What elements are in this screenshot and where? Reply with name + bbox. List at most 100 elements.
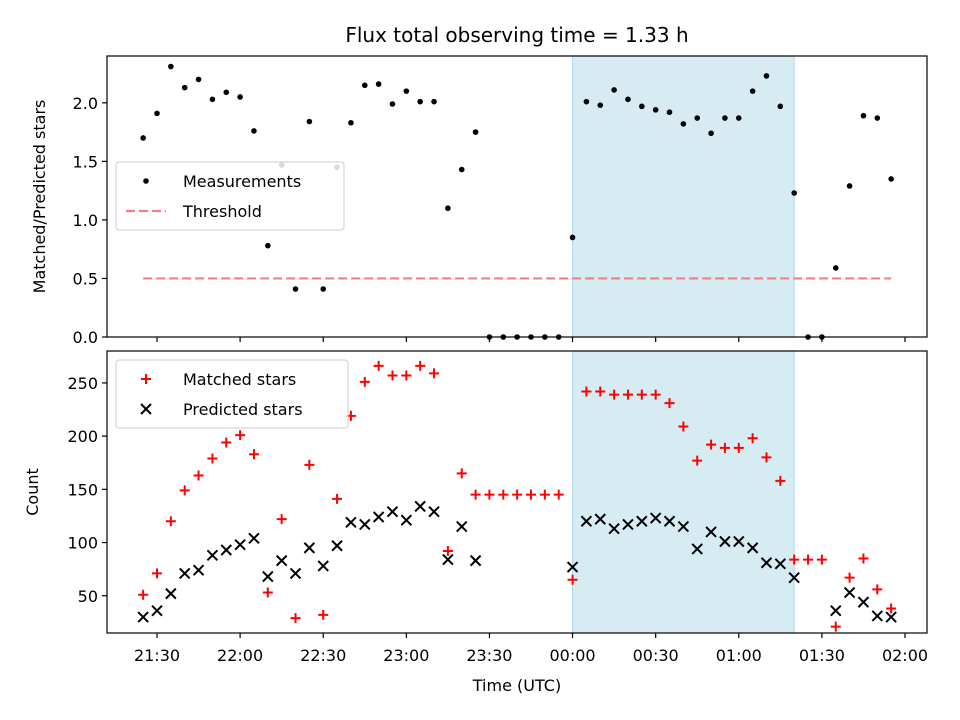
predicted-star-point xyxy=(137,611,149,623)
matched-star-point xyxy=(456,468,467,479)
matched-star-point xyxy=(844,572,855,583)
predicted-star-point xyxy=(746,542,759,554)
measurement-point xyxy=(639,103,645,110)
matched-star-point xyxy=(248,449,259,460)
matched-star-point xyxy=(539,489,550,500)
predicted-star-point xyxy=(165,587,177,600)
measurement-point xyxy=(431,98,437,105)
predicted-star-point xyxy=(262,570,274,583)
chart-title: Flux total observing time = 1.33 h xyxy=(345,23,688,47)
predicted-star-point xyxy=(151,604,163,617)
y-tick-label: 1.5 xyxy=(73,152,98,171)
matched-star-point xyxy=(719,442,730,453)
plot-frame xyxy=(106,350,928,634)
matched-star-point xyxy=(636,389,647,400)
matched-star-point xyxy=(595,386,606,397)
x-tick-label: 01:30 xyxy=(799,646,845,665)
predicted-star-point xyxy=(580,515,593,527)
count-panel: 50 100 150 200 250 Count Matched stars Predicte… xyxy=(23,350,928,665)
measurement-point xyxy=(348,119,354,126)
x-tick-label: 22:00 xyxy=(217,646,263,665)
measurement-point xyxy=(237,94,243,100)
predicted-star-point xyxy=(178,567,191,580)
measurement-point xyxy=(597,102,604,108)
matched-star-point xyxy=(193,470,204,481)
matched-star-point xyxy=(484,489,495,500)
measurement-point xyxy=(694,115,701,121)
y-axis-title: Matched/Predicted stars xyxy=(30,100,49,294)
matched-star-point xyxy=(304,459,315,470)
predicted-star-point xyxy=(303,542,316,554)
measurement-point xyxy=(306,118,313,125)
measurement-point xyxy=(251,128,257,134)
predicted-star-point xyxy=(428,505,440,518)
matched-star-point xyxy=(415,360,426,371)
y-tick-label: 50 xyxy=(78,587,98,606)
predicted-star-point xyxy=(248,532,260,544)
matched-star-point xyxy=(442,546,453,557)
measurement-point xyxy=(625,96,631,103)
predicted-star-point xyxy=(359,518,371,531)
measurement-point xyxy=(846,183,853,189)
measurement-point xyxy=(763,73,770,79)
observing-window-span xyxy=(572,351,795,633)
measurement-point xyxy=(680,121,687,127)
measurement-point xyxy=(458,166,465,173)
plot-frame xyxy=(106,55,928,338)
predicted-star-point xyxy=(469,554,482,567)
x-tick-label: 22:30 xyxy=(300,646,346,665)
predicted-star-point xyxy=(566,561,579,573)
predicted-star-point xyxy=(220,544,232,556)
measurement-point xyxy=(666,109,673,115)
measurement-point xyxy=(888,176,894,182)
measurement-point xyxy=(292,286,299,292)
matched-star-point xyxy=(526,489,536,500)
matched-star-point xyxy=(830,621,841,632)
predicted-star-point xyxy=(331,540,343,552)
matched-star-point xyxy=(803,554,814,565)
measurement-point xyxy=(652,107,659,113)
predicted-star-point xyxy=(345,516,357,529)
measurement-point xyxy=(791,190,797,196)
measurement-point xyxy=(223,89,230,96)
matched-star-point xyxy=(512,489,523,500)
predicted-star-point xyxy=(649,512,662,524)
x-tick-label: 00:30 xyxy=(633,646,679,665)
matched-star-point xyxy=(622,389,633,400)
matched-star-point xyxy=(141,374,151,384)
predicted-star-point xyxy=(372,511,385,523)
predicted-star-point xyxy=(456,520,468,533)
y-tick-label: 250 xyxy=(67,374,98,393)
predicted-star-point xyxy=(885,611,897,623)
matched-star-point xyxy=(678,421,689,432)
measurement-point xyxy=(708,130,714,137)
predicted-star-point xyxy=(733,535,745,548)
predicted-star-point xyxy=(705,526,717,538)
matched-star-point xyxy=(138,589,149,600)
predicted-star-point xyxy=(289,567,302,580)
observing-window-span xyxy=(572,56,795,337)
x-tick-label: 23:30 xyxy=(466,646,512,665)
measurement-point xyxy=(181,84,188,91)
predicted-star-point xyxy=(843,586,856,599)
predicted-star-point xyxy=(691,543,703,555)
matched-star-point xyxy=(387,370,398,381)
predicted-star-point xyxy=(234,538,246,551)
matched-star-point xyxy=(221,437,232,448)
measurement-point xyxy=(749,88,756,94)
measurement-point xyxy=(611,87,617,93)
predicted-star-point xyxy=(608,523,620,535)
y-tick-label: 100 xyxy=(67,534,98,553)
measurement-point xyxy=(143,178,149,184)
measurement-point xyxy=(735,115,742,121)
ratio-panel: 0.0 0.5 1.0 1.5 2.0 Matched/Predicted stars Me… xyxy=(30,55,928,347)
matched-star-point xyxy=(733,442,744,453)
matched-star-point xyxy=(429,368,440,379)
predicted-star-point xyxy=(442,553,454,566)
predicted-star-point xyxy=(663,515,676,527)
predicted-star-point xyxy=(140,403,152,415)
matched-star-point xyxy=(262,587,273,598)
predicted-star-point xyxy=(275,554,288,567)
predicted-star-point xyxy=(386,505,399,518)
